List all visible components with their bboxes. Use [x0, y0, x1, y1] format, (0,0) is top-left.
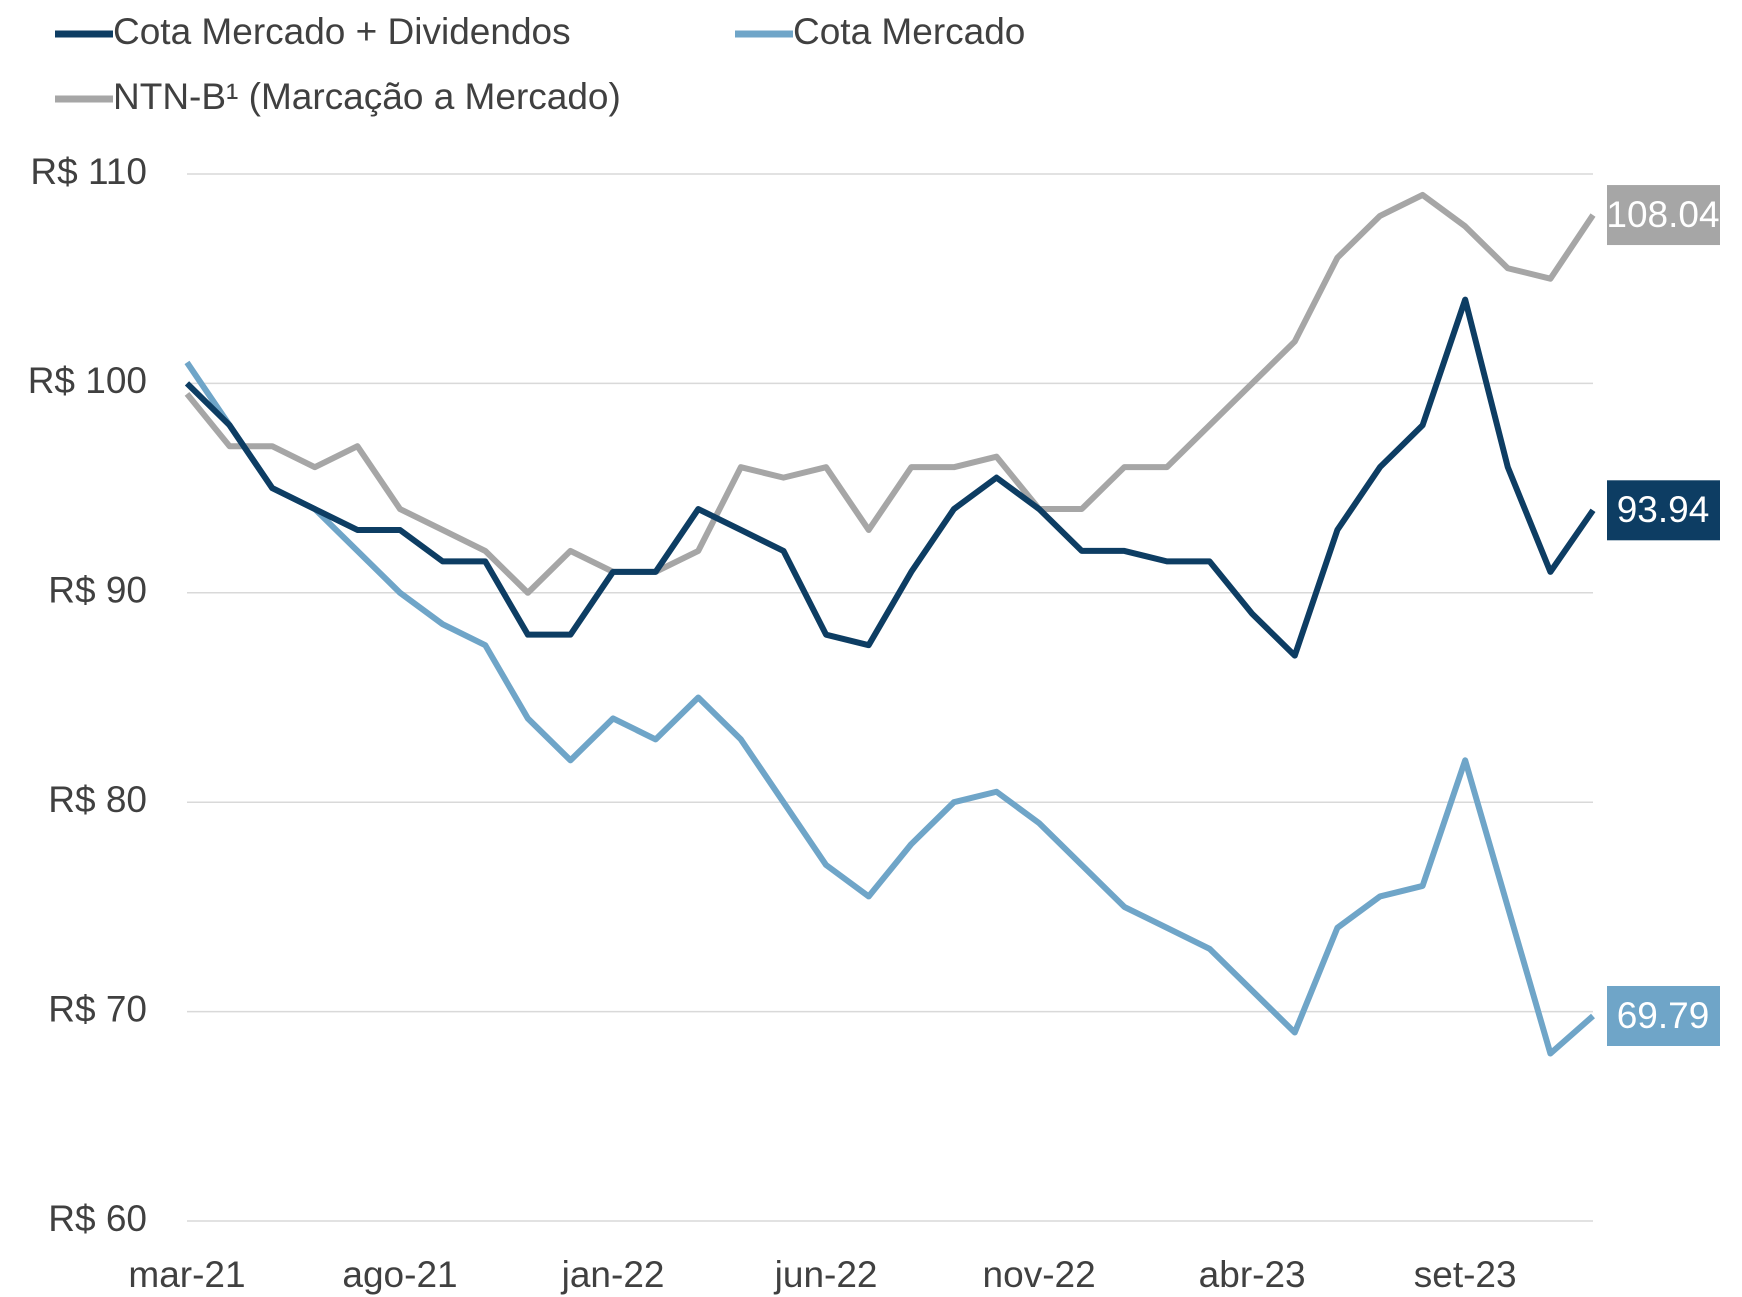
series-line — [184, 296, 1596, 659]
x-tick-label: mar-21 — [128, 1254, 245, 1295]
legend-label: Cota Mercado — [793, 11, 1025, 52]
y-tick-label: R$ 80 — [48, 779, 147, 820]
y-tick-label: R$ 90 — [48, 570, 147, 611]
x-tick-label: jan-22 — [561, 1254, 665, 1295]
y-tick-label: R$ 60 — [48, 1198, 147, 1239]
value-label-box — [1607, 480, 1720, 541]
value-label: 93.94 — [1617, 489, 1710, 530]
x-tick-label: abr-23 — [1199, 1254, 1306, 1295]
x-tick-label: set-23 — [1414, 1254, 1517, 1295]
y-tick-label: R$ 70 — [48, 988, 147, 1029]
x-tick-label: jun-22 — [774, 1254, 878, 1295]
legend-label: NTN-B¹ (Marcação a Mercado) — [113, 76, 621, 117]
value-label-box — [1607, 185, 1720, 246]
y-tick-label: R$ 100 — [28, 360, 147, 401]
series-line — [184, 360, 1595, 1057]
legend-label: Cota Mercado + Dividendos — [113, 11, 571, 52]
series-line — [184, 191, 1596, 596]
y-tick-label: R$ 110 — [30, 151, 147, 192]
x-tick-label: nov-22 — [983, 1254, 1096, 1295]
value-label-box — [1607, 985, 1720, 1046]
value-label: 69.79 — [1617, 995, 1710, 1036]
x-tick-label: ago-21 — [342, 1254, 457, 1295]
value-label: 108.04 — [1606, 194, 1719, 235]
